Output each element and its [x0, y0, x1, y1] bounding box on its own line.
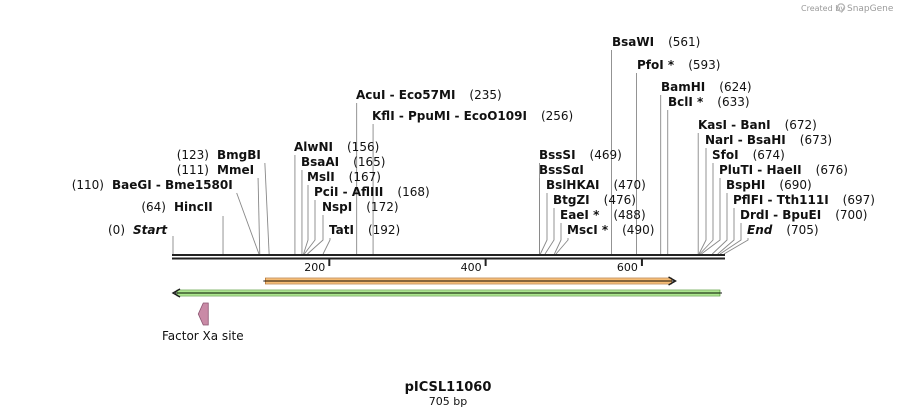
site-leader — [303, 185, 309, 255]
site-position-label: (561) — [668, 35, 700, 49]
credit-prefix: Created by — [801, 4, 845, 13]
site-leader — [555, 238, 569, 255]
enzyme-label[interactable]: BssSI — [539, 148, 576, 162]
site-position-label: (110) — [72, 178, 104, 192]
site-leader — [303, 200, 316, 255]
site-leader — [698, 148, 707, 255]
snapgene-logo-icon — [836, 3, 846, 12]
site-leader — [711, 193, 728, 255]
site-labels: Start (0) HincII (64) BaeGI - Bme1580I (110) M… — [72, 35, 875, 237]
site-position-label: (156) — [347, 140, 379, 154]
enzyme-label[interactable]: BmgBI — [217, 148, 261, 162]
site-leaders — [172, 50, 749, 255]
enzyme-label[interactable]: AlwNI — [294, 140, 333, 154]
enzyme-label[interactable]: PciI - AflIII — [314, 185, 383, 199]
enzyme-label[interactable]: DrdI - BpuEI — [740, 208, 821, 222]
site-leader — [719, 223, 742, 255]
site-position-label: (490) — [622, 223, 654, 237]
site-position-label: (256) — [541, 109, 573, 123]
factor-xa-site-marker[interactable] — [197, 302, 209, 326]
site-position-label: (700) — [835, 208, 867, 222]
site-leader — [701, 178, 721, 255]
site-leader — [307, 215, 324, 255]
enzyme-label[interactable]: TatI — [329, 223, 354, 237]
site-position-label: (111) — [177, 163, 209, 177]
site-position-label: (168) — [397, 185, 429, 199]
site-position-label: (633) — [717, 95, 749, 109]
site-leader — [264, 162, 270, 255]
enzyme-label[interactable]: MscI * — [567, 223, 609, 237]
site-position-label: (192) — [368, 223, 400, 237]
enzyme-label[interactable]: PfoI * — [637, 58, 675, 72]
axis-ticks: 200 400 600 — [304, 259, 643, 274]
site-leader — [723, 238, 749, 255]
site-position-label: (674) — [753, 148, 785, 162]
site-position-label: (476) — [604, 193, 636, 207]
enzyme-label[interactable]: HincII — [174, 200, 213, 214]
site-position-label: (172) — [366, 200, 398, 214]
site-position-label: (469) — [590, 148, 622, 162]
enzyme-label[interactable]: NspI — [322, 200, 352, 214]
site-position-label: (705) — [786, 223, 818, 237]
site-position-label: (672) — [785, 118, 817, 132]
sequence-length: 705 bp — [429, 395, 467, 408]
site-position-label: (624) — [719, 80, 751, 94]
site-position-label: (690) — [779, 178, 811, 192]
site-position-label: (488) — [613, 208, 645, 222]
sequence-title: pICSL11060 — [405, 380, 492, 395]
feature-track — [171, 276, 722, 298]
site-position-label: (676) — [816, 163, 848, 177]
site-leader — [236, 192, 260, 255]
enzyme-label[interactable]: MmeI — [217, 163, 254, 177]
green-feature-arrowhead — [171, 288, 181, 298]
enzyme-label[interactable]: KasI - BanI — [698, 118, 771, 132]
enzyme-label[interactable]: PluTI - HaeII — [719, 163, 802, 177]
site-position-label: (165) — [353, 155, 385, 169]
site-position-label: (123) — [177, 148, 209, 162]
enzyme-label[interactable]: BsaAI — [301, 155, 339, 169]
site-leader — [699, 163, 714, 255]
site-leader — [544, 208, 555, 255]
backbone-bottom-strand — [172, 257, 725, 260]
enzyme-label[interactable]: PflFI - Tth111I — [733, 193, 829, 207]
axis-tick-label: 200 — [304, 261, 325, 274]
enzyme-label[interactable]: BamHI — [661, 80, 705, 94]
axis-tick-label: 400 — [461, 261, 482, 274]
site-position-label: (64) — [141, 200, 166, 214]
site-leader — [539, 193, 548, 255]
site-position-label: (673) — [800, 133, 832, 147]
backbone-top-strand — [172, 254, 725, 256]
enzyme-label[interactable]: BspHI — [726, 178, 765, 192]
site-position-label: (697) — [843, 193, 875, 207]
site-leader — [257, 177, 261, 255]
enzyme-label[interactable]: SfoI — [712, 148, 739, 162]
enzyme-label[interactable]: AcuI - Eco57MI — [356, 88, 455, 102]
site-position-label: (235) — [469, 88, 501, 102]
enzyme-label[interactable]: BsaWI — [612, 35, 654, 49]
enzyme-label[interactable]: BslHKAI — [546, 178, 600, 192]
site-position-label: (0) — [108, 223, 125, 237]
site-position-label: (167) — [349, 170, 381, 184]
enzyme-label[interactable]: BtgZI — [553, 193, 590, 207]
axis-tick-label: 600 — [617, 261, 638, 274]
site-leader — [717, 208, 735, 255]
terminus-label[interactable]: End — [747, 223, 773, 237]
factor-xa-label: Factor Xa site — [162, 329, 244, 343]
enzyme-label[interactable]: KflI - PpuMI - EcoO109I — [372, 109, 527, 123]
site-position-label: (593) — [688, 58, 720, 72]
enzyme-label[interactable]: EaeI * — [560, 208, 600, 222]
enzyme-label[interactable]: BssSαI — [539, 163, 584, 177]
terminus-label[interactable]: Start — [133, 223, 168, 237]
site-leader — [553, 223, 562, 255]
site-position-label: (470) — [614, 178, 646, 192]
enzyme-label[interactable]: MslI — [307, 170, 335, 184]
credit-brand: SnapGene — [847, 4, 894, 14]
enzyme-label[interactable]: BaeGI - Bme1580I — [112, 178, 233, 192]
enzyme-label[interactable]: BclI * — [668, 95, 704, 109]
site-leader — [322, 238, 331, 255]
enzyme-label[interactable]: NarI - BsaHI — [705, 133, 786, 147]
orange-feature-arrowhead — [668, 276, 677, 286]
